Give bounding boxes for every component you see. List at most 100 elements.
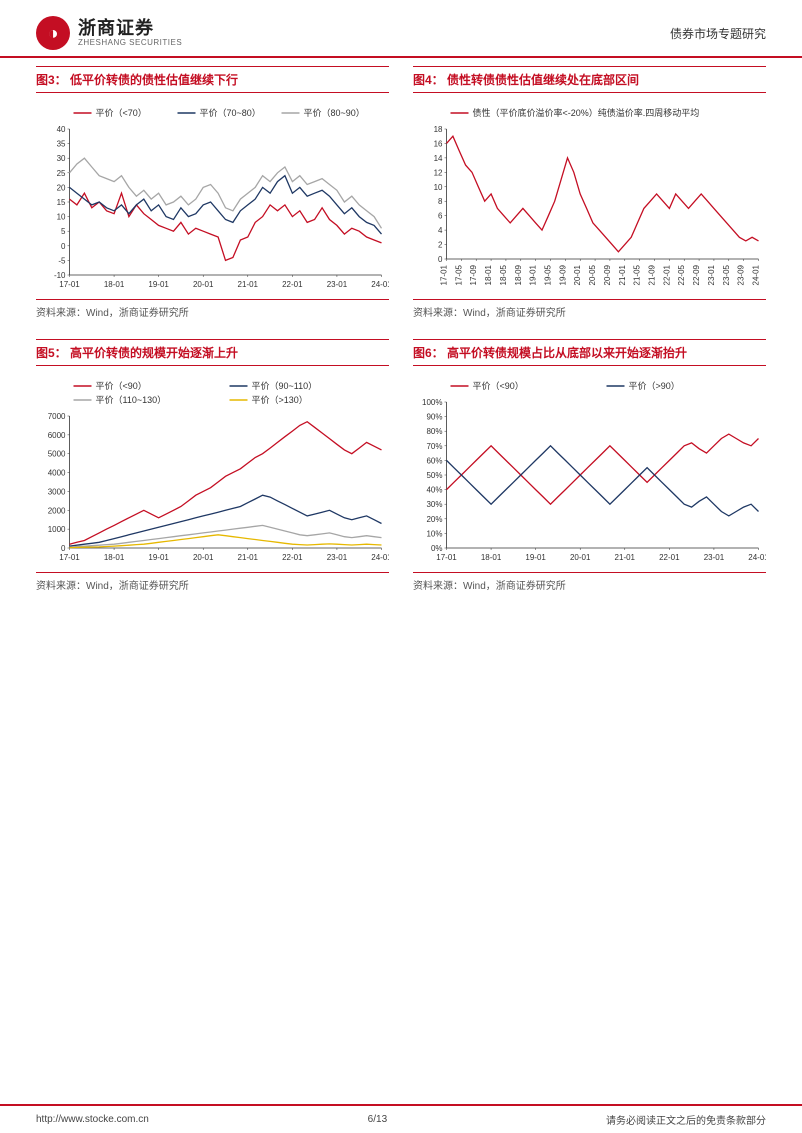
figure-4: 图4： 债性转债债性估值继续处在底部区间 02468101214161817-0… (413, 66, 766, 319)
svg-text:30: 30 (57, 154, 66, 163)
svg-text:19-01: 19-01 (529, 264, 538, 285)
footer-url: http://www.stocke.com.cn (36, 1114, 149, 1125)
svg-text:20: 20 (57, 183, 66, 192)
svg-text:7000: 7000 (48, 412, 66, 421)
svg-text:23-01: 23-01 (707, 264, 716, 285)
svg-text:3000: 3000 (48, 487, 66, 496)
content: 图3： 低平价转债的债性估值继续下行 -10-50510152025303540… (0, 58, 802, 592)
svg-text:19-09: 19-09 (558, 264, 567, 285)
svg-text:23-01: 23-01 (327, 553, 348, 562)
svg-text:20-01: 20-01 (193, 280, 214, 289)
company-name-cn: 浙商证券 (78, 19, 182, 39)
company-name-en: ZHESHANG SECURITIES (78, 39, 182, 48)
figure-3-title: 图3： 低平价转债的债性估值继续下行 (36, 66, 389, 93)
figure-3-chart: -10-5051015202530354017-0118-0119-0120-0… (36, 103, 389, 293)
svg-text:21-01: 21-01 (615, 553, 636, 562)
svg-text:17-01: 17-01 (59, 280, 80, 289)
svg-text:8: 8 (438, 197, 443, 206)
svg-text:25: 25 (57, 169, 66, 178)
svg-text:100%: 100% (422, 398, 442, 407)
svg-text:20-01: 20-01 (570, 553, 591, 562)
svg-text:17-05: 17-05 (454, 264, 463, 285)
svg-text:18-01: 18-01 (481, 553, 502, 562)
svg-text:22-01: 22-01 (282, 280, 303, 289)
svg-text:4000: 4000 (48, 469, 66, 478)
svg-text:-10: -10 (54, 271, 66, 280)
svg-text:18-09: 18-09 (514, 264, 523, 285)
figure-3: 图3： 低平价转债的债性估值继续下行 -10-50510152025303540… (36, 66, 389, 319)
svg-text:19-01: 19-01 (148, 280, 169, 289)
svg-text:2000: 2000 (48, 506, 66, 515)
svg-text:70%: 70% (426, 442, 442, 451)
svg-text:18-01: 18-01 (484, 264, 493, 285)
svg-text:80%: 80% (426, 427, 442, 436)
svg-text:23-09: 23-09 (737, 264, 746, 285)
svg-text:14: 14 (434, 154, 443, 163)
logo-icon: ◑ (36, 16, 70, 50)
figure-6-chart: 0%10%20%30%40%50%60%70%80%90%100%17-0118… (413, 376, 766, 566)
figure-4-chart: 02468101214161817-0117-0517-0918-0118-05… (413, 103, 766, 293)
svg-text:平价（80~90）: 平价（80~90） (304, 108, 365, 118)
svg-text:平价（<70）: 平价（<70） (96, 108, 147, 118)
figure-6-title: 图6： 高平价转债规模占比从底部以来开始逐渐抬升 (413, 339, 766, 366)
page-header: ◑ 浙商证券 ZHESHANG SECURITIES 债券市场专题研究 (0, 0, 802, 58)
logo-text: 浙商证券 ZHESHANG SECURITIES (78, 19, 182, 48)
svg-text:6000: 6000 (48, 431, 66, 440)
svg-text:0: 0 (61, 242, 66, 251)
svg-text:18: 18 (434, 125, 443, 134)
svg-text:22-01: 22-01 (659, 553, 680, 562)
page-footer: http://www.stocke.com.cn 6/13 请务必阅读正文之后的… (0, 1104, 802, 1133)
svg-text:2: 2 (438, 241, 443, 250)
svg-text:22-09: 22-09 (692, 264, 701, 285)
figure-6: 图6： 高平价转债规模占比从底部以来开始逐渐抬升 0%10%20%30%40%5… (413, 339, 766, 592)
svg-text:23-01: 23-01 (327, 280, 348, 289)
svg-text:20-01: 20-01 (193, 553, 214, 562)
svg-text:平价（>130）: 平价（>130） (252, 395, 308, 405)
svg-text:17-01: 17-01 (440, 264, 449, 285)
chart-row-2: 图5： 高平价转债的规模开始逐渐上升 0 1000 2000 3000 4000 5000… (36, 339, 766, 592)
svg-text:30%: 30% (426, 500, 442, 509)
svg-text:18-01: 18-01 (104, 553, 125, 562)
svg-text:0: 0 (61, 544, 66, 553)
svg-text:60%: 60% (426, 456, 442, 465)
svg-text:22-05: 22-05 (677, 264, 686, 285)
svg-text:债性（平价底价溢价率<-20%）纯债溢价率.四周移动平均: 债性（平价底价溢价率<-20%）纯债溢价率.四周移动平均 (473, 107, 700, 118)
footer-disclaimer: 请务必阅读正文之后的免责条款部分 (606, 1112, 766, 1127)
svg-text:20-09: 20-09 (603, 264, 612, 285)
svg-text:18-05: 18-05 (499, 264, 508, 285)
figure-5-title: 图5： 高平价转债的规模开始逐渐上升 (36, 339, 389, 366)
figure-3-source: 资料来源：Wind，浙商证券研究所 (36, 299, 389, 319)
svg-text:19-01: 19-01 (148, 553, 169, 562)
figure-6-source: 资料来源：Wind，浙商证券研究所 (413, 572, 766, 592)
logo-glyph: ◑ (48, 23, 59, 44)
svg-text:平价（<90）: 平价（<90） (96, 381, 147, 391)
svg-text:0: 0 (438, 255, 443, 264)
svg-text:平价（>90）: 平价（>90） (629, 381, 680, 391)
svg-text:平价（110~130）: 平价（110~130） (96, 395, 167, 405)
svg-text:1000: 1000 (48, 525, 66, 534)
svg-text:18-01: 18-01 (104, 280, 125, 289)
header-category: 债券市场专题研究 (670, 25, 766, 42)
chart-row-1: 图3： 低平价转债的债性估值继续下行 -10-50510152025303540… (36, 66, 766, 319)
svg-text:21-05: 21-05 (633, 264, 642, 285)
svg-text:5000: 5000 (48, 450, 66, 459)
svg-text:15: 15 (57, 198, 66, 207)
svg-text:19-05: 19-05 (544, 264, 553, 285)
svg-text:50%: 50% (426, 471, 442, 480)
svg-text:24-01: 24-01 (371, 280, 389, 289)
logo-block: ◑ 浙商证券 ZHESHANG SECURITIES (36, 16, 182, 50)
svg-text:21-09: 21-09 (648, 264, 657, 285)
figure-4-title: 图4： 债性转债债性估值继续处在底部区间 (413, 66, 766, 93)
svg-text:21-01: 21-01 (238, 280, 259, 289)
svg-text:5: 5 (61, 227, 66, 236)
svg-text:平价（<90）: 平价（<90） (473, 381, 524, 391)
svg-text:40: 40 (57, 125, 66, 134)
svg-text:21-01: 21-01 (618, 264, 627, 285)
svg-text:平价（90~110）: 平价（90~110） (252, 381, 318, 391)
svg-text:17-09: 17-09 (469, 264, 478, 285)
svg-text:20%: 20% (426, 515, 442, 524)
svg-text:40%: 40% (426, 486, 442, 495)
svg-text:21-01: 21-01 (238, 553, 259, 562)
svg-text:20-01: 20-01 (573, 264, 582, 285)
svg-text:24-01: 24-01 (752, 264, 761, 285)
